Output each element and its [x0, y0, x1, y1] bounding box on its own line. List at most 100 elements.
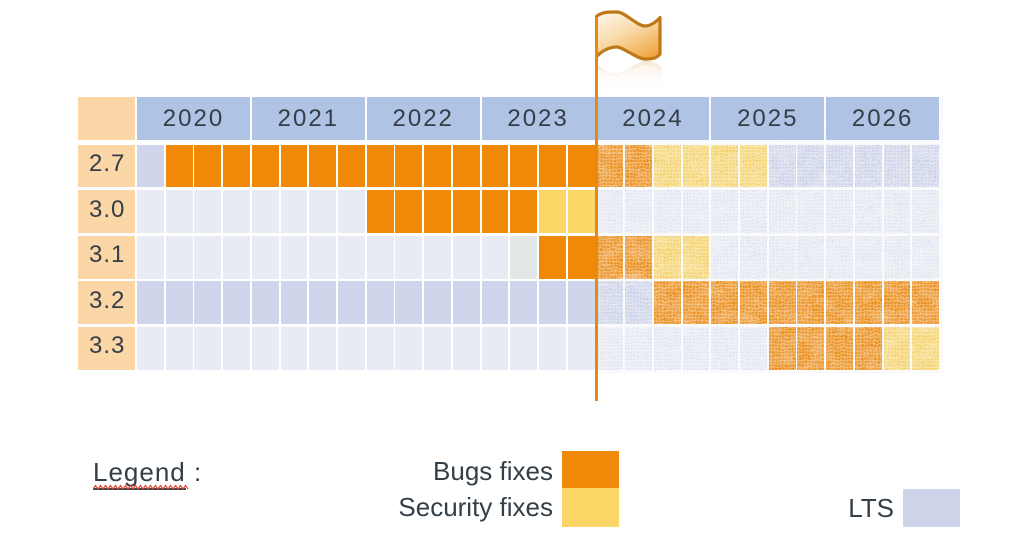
- cell-2.7-2020Q4: [223, 144, 251, 188]
- cell-3.0-2026Q3: [883, 190, 911, 234]
- cell-2.7-2026Q4: [912, 144, 940, 188]
- cell-3.1-2025Q3: [768, 235, 796, 279]
- spellcheck-squiggle-icon: [93, 484, 189, 490]
- cell-3.1-2026Q2: [854, 235, 882, 279]
- legend-title-word: Legend: [93, 457, 186, 487]
- cell-3.1-2020Q2: [165, 235, 193, 279]
- year-header-2023: 2023: [481, 97, 595, 140]
- cell-2.7-2021Q1: [251, 144, 279, 188]
- cell-3.2-2021Q4: [337, 281, 365, 325]
- cell-3.0-2020Q4: [223, 190, 251, 234]
- year-header-label: 2021: [277, 104, 340, 132]
- cell-2.7-2023Q1: [481, 144, 509, 188]
- year-header-2024: 2024: [596, 97, 710, 140]
- cell-2.7-2022Q2: [395, 144, 423, 188]
- cell-2.7-2023Q3: [538, 144, 566, 188]
- cell-3.3-2020Q2: [165, 327, 193, 370]
- cell-3.3-2025Q2: [739, 327, 767, 370]
- legend-label-lts: LTS: [848, 493, 894, 523]
- cell-2.7-2026Q1: [826, 144, 854, 188]
- cell-3.2-2023Q1: [481, 281, 509, 325]
- cell-3.1-2022Q2: [395, 235, 423, 279]
- cell-3.3-2024Q3: [653, 327, 681, 370]
- cell-3.0-2025Q1: [711, 190, 739, 234]
- cell-3.0-2022Q1: [366, 190, 394, 234]
- cell-3.2-2020Q2: [165, 281, 193, 325]
- cell-3.3-2023Q3: [538, 327, 566, 370]
- cell-3.2-2026Q2: [854, 281, 882, 325]
- cell-3.0-2024Q2: [625, 190, 653, 234]
- cell-3.0-2024Q3: [653, 190, 681, 234]
- cell-3.0-2022Q2: [395, 190, 423, 234]
- cell-3.3-2022Q1: [366, 327, 394, 370]
- version-label-3.3: 3.3: [78, 327, 135, 370]
- cell-2.7-2026Q2: [854, 144, 882, 188]
- cell-3.1-2024Q4: [682, 235, 710, 279]
- cell-3.1-2021Q1: [251, 235, 279, 279]
- cell-3.3-2025Q3: [768, 327, 796, 370]
- cell-3.3-2023Q1: [481, 327, 509, 370]
- cell-3.1-2025Q4: [797, 235, 825, 279]
- cell-3.3-2024Q2: [625, 327, 653, 370]
- cell-3.3-2026Q4: [912, 327, 940, 370]
- cell-3.0-2023Q3: [538, 190, 566, 234]
- cell-3.0-2021Q4: [337, 190, 365, 234]
- cell-3.2-2020Q1: [137, 281, 164, 325]
- cell-3.0-2020Q2: [165, 190, 193, 234]
- year-header-2021: 2021: [251, 97, 365, 140]
- cell-2.7-2024Q1: [596, 144, 624, 188]
- legend-swatch-security-fixes: [562, 488, 619, 527]
- milestone-flag-icon: [595, 10, 665, 94]
- cell-3.3-2020Q3: [194, 327, 222, 370]
- cell-3.3-2024Q4: [682, 327, 710, 370]
- cell-3.0-2026Q1: [826, 190, 854, 234]
- cell-3.0-2022Q4: [452, 190, 480, 234]
- cell-3.2-2025Q1: [711, 281, 739, 325]
- cell-2.7-2023Q2: [510, 144, 538, 188]
- legend-swatch-lts: [903, 488, 960, 527]
- cell-3.0-2022Q3: [424, 190, 452, 234]
- cell-3.0-2025Q2: [739, 190, 767, 234]
- cell-3.1-2025Q1: [711, 235, 739, 279]
- cell-3.2-2026Q3: [883, 281, 911, 325]
- cell-3.1-2020Q4: [223, 235, 251, 279]
- cell-3.3-2021Q2: [280, 327, 308, 370]
- cell-3.1-2023Q2: [510, 235, 538, 279]
- cell-3.3-2023Q2: [510, 327, 538, 370]
- version-label-3.0: 3.0: [78, 190, 135, 234]
- cell-3.1-2024Q1: [596, 235, 624, 279]
- legend-title: Legend :: [93, 457, 203, 490]
- year-header-label: 2023: [507, 104, 569, 132]
- cell-3.3-2021Q4: [337, 327, 365, 370]
- year-header-2025: 2025: [711, 97, 825, 140]
- cell-2.7-2024Q2: [625, 144, 653, 188]
- cell-3.0-2026Q4: [912, 190, 940, 234]
- legend-swatch-bugs-fixes: [562, 450, 619, 489]
- cell-3.3-2024Q1: [596, 327, 624, 370]
- cell-3.3-2025Q4: [797, 327, 825, 370]
- cell-3.0-2023Q4: [567, 190, 595, 234]
- cell-3.3-2023Q4: [567, 327, 595, 370]
- cell-3.2-2024Q2: [625, 281, 653, 325]
- cell-3.3-2022Q4: [452, 327, 480, 370]
- cell-2.7-2021Q3: [309, 144, 337, 188]
- year-header-label: 2020: [162, 104, 225, 132]
- legend-label-security-fixes: Security fixes: [398, 492, 553, 522]
- cell-2.7-2020Q1: [137, 144, 164, 188]
- cell-3.2-2022Q4: [452, 281, 480, 325]
- cell-3.0-2023Q2: [510, 190, 538, 234]
- cell-2.7-2026Q3: [883, 144, 911, 188]
- legend-title-colon: :: [194, 457, 203, 487]
- cell-3.2-2022Q3: [424, 281, 452, 325]
- legend-title-spacer: [186, 457, 194, 487]
- cell-3.1-2022Q1: [366, 235, 394, 279]
- version-label-3.2: 3.2: [78, 281, 135, 325]
- cell-3.1-2021Q3: [309, 235, 337, 279]
- cell-3.2-2024Q1: [596, 281, 624, 325]
- cell-2.7-2024Q4: [682, 144, 710, 188]
- cell-2.7-2022Q1: [366, 144, 394, 188]
- cell-2.7-2022Q3: [424, 144, 452, 188]
- cell-3.2-2022Q2: [395, 281, 423, 325]
- cell-3.0-2021Q2: [280, 190, 308, 234]
